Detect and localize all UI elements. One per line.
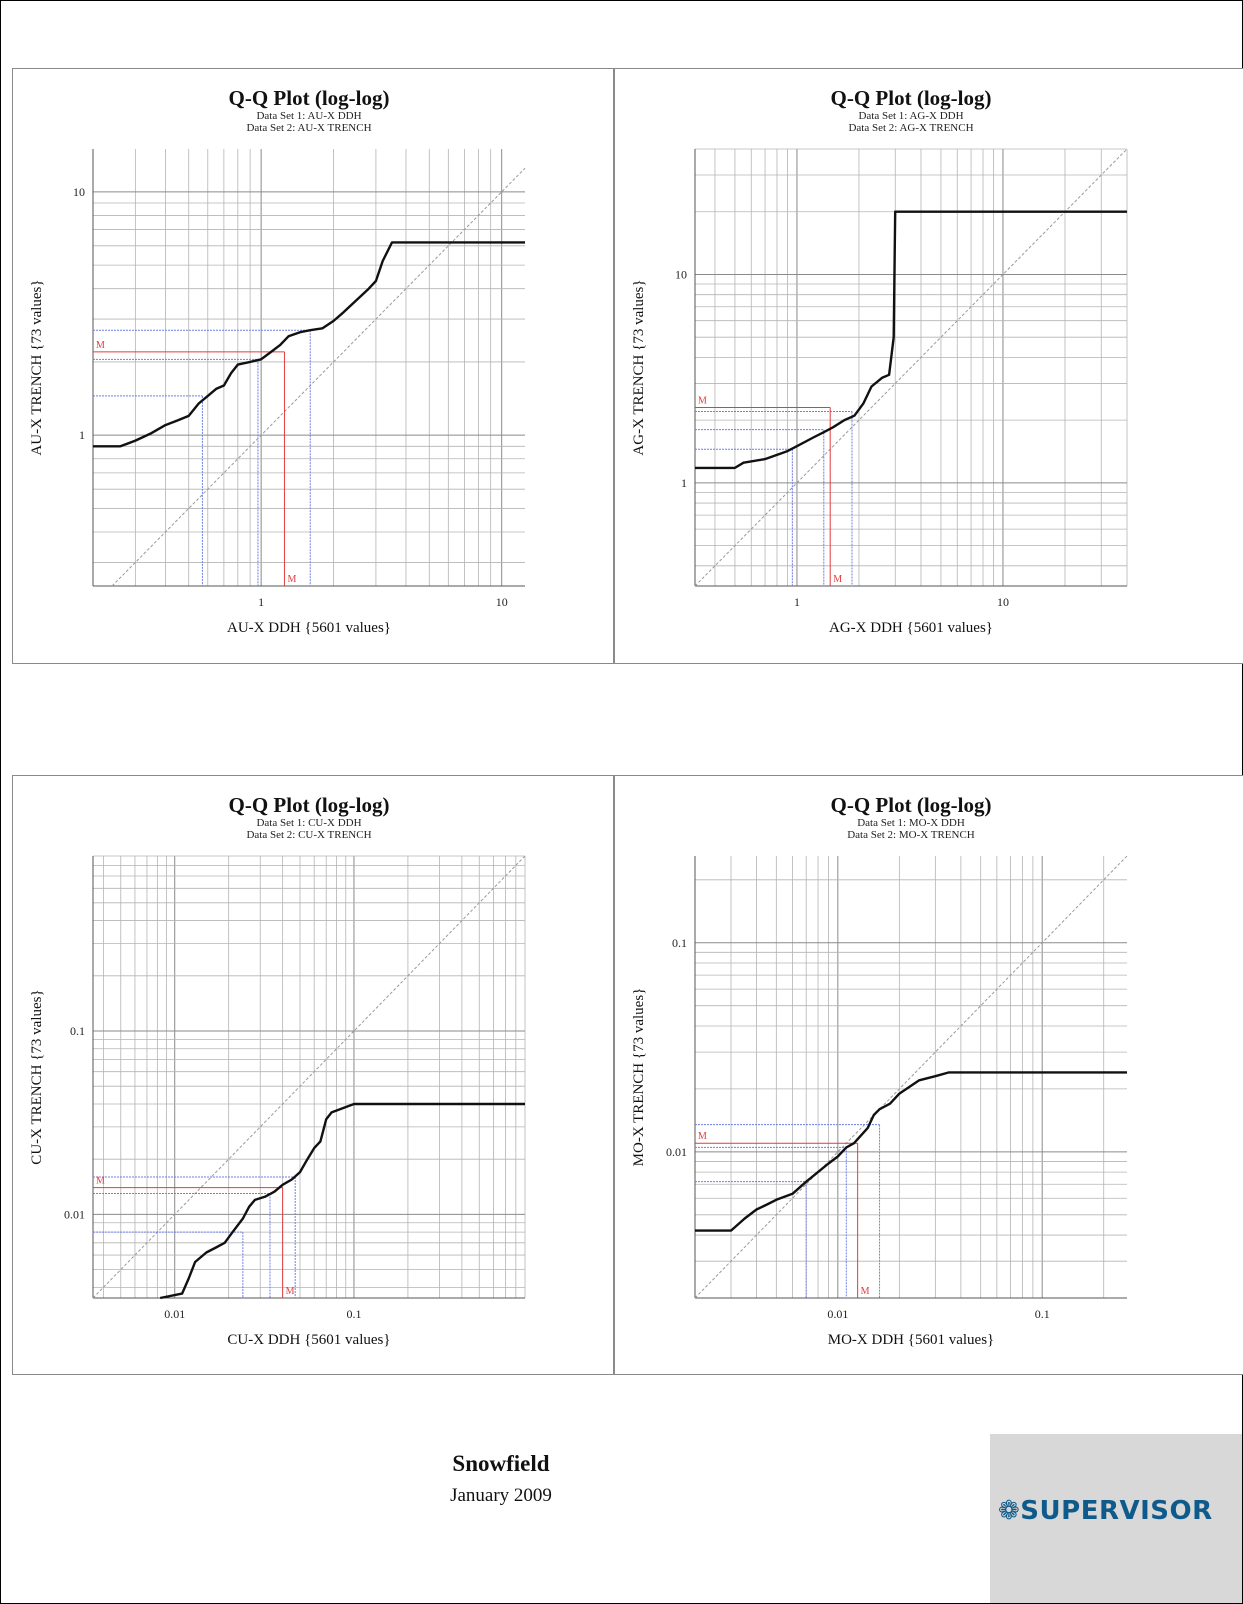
qq-plot-panel-ag: Q-Q Plot (log-log) Data Set 1: AG-X DDH Da…: [614, 68, 1243, 664]
x-tick-label: 0.01: [827, 1307, 848, 1321]
report-date: January 2009: [450, 1485, 552, 1506]
x-tick-label: 1: [258, 595, 264, 609]
gear-flower-icon: ❁: [998, 1496, 1021, 1526]
x-tick-label: 1: [794, 595, 800, 609]
qq-plot-panel-mo: Q-Q Plot (log-log) Data Set 1: MO-X DDH Da…: [614, 775, 1243, 1375]
x-axis-label: AU-X DDH {5601 values}: [227, 620, 391, 636]
reference-diagonal: [694, 148, 1128, 587]
project-name: Snowfield: [452, 1451, 550, 1476]
chart-subtitle-2: Data Set 2: CU-X TRENCH: [246, 829, 371, 841]
x-axis-label: AG-X DDH {5601 values}: [829, 620, 993, 636]
y-tick-label: 10: [675, 267, 687, 281]
median-marker-x: M: [861, 1286, 870, 1297]
median-marker-y: M: [96, 340, 105, 351]
qq-plot-cu: Q-Q Plot (log-log)Data Set 1: CU-X DDHDa…: [29, 793, 526, 1348]
median-marker-x: M: [286, 1286, 295, 1297]
grid: [92, 149, 525, 586]
qq-curve: [695, 1071, 1127, 1232]
qq-plot-mo: Q-Q Plot (log-log)Data Set 1: MO-X DDHDa…: [631, 793, 1128, 1348]
y-tick-label: 0.1: [672, 936, 687, 950]
qq-plot-ag: Q-Q Plot (log-log)Data Set 1: AG-X DDHDa…: [631, 86, 1128, 636]
reference-diagonal: [92, 855, 526, 1299]
y-tick-label: 0.01: [64, 1207, 85, 1221]
chart-subtitle-1: Data Set 1: CU-X DDH: [256, 817, 361, 829]
median-marker-y: M: [96, 1176, 105, 1187]
x-tick-label: 10: [496, 595, 508, 609]
median-marker-x: M: [287, 574, 296, 585]
y-tick-label: 0.1: [70, 1024, 85, 1038]
grid: [93, 855, 526, 1298]
y-tick-label: 10: [73, 185, 85, 199]
qq-curve: [93, 241, 525, 448]
qq-plot-panel-au: Q-Q Plot (log-log) Data Set 1: AU-X DDH Da…: [12, 68, 614, 664]
logo-text: SUPERVISOR: [1020, 1496, 1213, 1526]
x-tick-label: 0.1: [346, 1307, 361, 1321]
supervisor-logo: ❁SUPERVISOR: [990, 1434, 1242, 1603]
y-tick-label: 1: [681, 476, 687, 490]
x-tick-label: 0.01: [164, 1307, 185, 1321]
x-tick-label: 0.1: [1035, 1307, 1050, 1321]
chart-subtitle-1: Data Set 1: MO-X DDH: [857, 817, 965, 829]
y-tick-label: 0.01: [666, 1145, 687, 1159]
chart-subtitle-2: Data Set 2: AU-X TRENCH: [246, 122, 371, 134]
qq-plot-panel-cu: Q-Q Plot (log-log) Data Set 1: CU-X DDH Da…: [12, 775, 614, 1375]
x-axis-label: CU-X DDH {5601 values}: [227, 1332, 390, 1348]
reference-diagonal: [694, 855, 1128, 1299]
chart-title: Q-Q Plot (log-log): [229, 86, 390, 110]
y-axis-label: AG-X TRENCH {73 values}: [631, 279, 647, 455]
chart-title: Q-Q Plot (log-log): [229, 793, 390, 817]
chart-subtitle-1: Data Set 1: AG-X DDH: [858, 110, 963, 122]
x-axis-label: MO-X DDH {5601 values}: [828, 1332, 994, 1348]
median-marker-y: M: [698, 1131, 707, 1142]
median-marker-y: M: [698, 395, 707, 406]
chart-subtitle-1: Data Set 1: AU-X DDH: [256, 110, 361, 122]
y-axis-label: CU-X TRENCH {73 values}: [29, 989, 45, 1164]
chart-title: Q-Q Plot (log-log): [831, 793, 992, 817]
y-axis-label: MO-X TRENCH {73 values}: [631, 988, 647, 1167]
reference-diagonal: [111, 167, 526, 587]
qq-curve: [159, 1102, 525, 1300]
qq-curve: [695, 210, 1127, 470]
chart-subtitle-2: Data Set 2: MO-X TRENCH: [847, 829, 975, 841]
y-axis-label: AU-X TRENCH {73 values}: [29, 279, 45, 455]
chart-title: Q-Q Plot (log-log): [831, 86, 992, 110]
median-marker-x: M: [833, 574, 842, 585]
y-tick-label: 1: [79, 428, 85, 442]
qq-plot-au: Q-Q Plot (log-log)Data Set 1: AU-X DDHDa…: [29, 86, 526, 636]
chart-subtitle-2: Data Set 2: AG-X TRENCH: [848, 122, 973, 134]
grid: [695, 148, 1128, 586]
x-tick-label: 10: [997, 595, 1009, 609]
